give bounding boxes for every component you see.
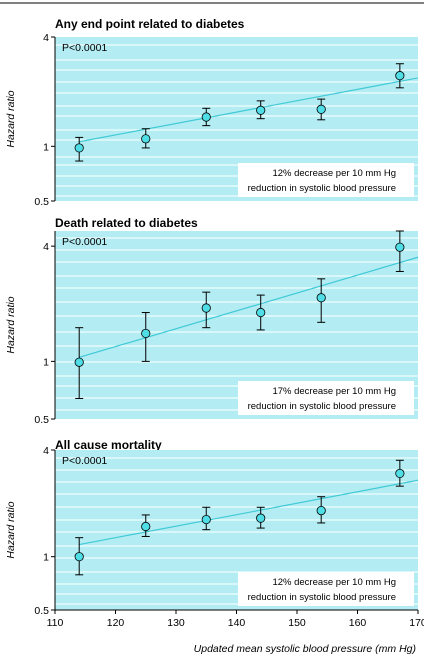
- point-marker: [395, 242, 405, 252]
- point-marker: [201, 112, 211, 122]
- data-point: [256, 294, 266, 331]
- chart-panel-1: Any end point related to diabetes 4 1 0.5 Ha…: [5, 17, 419, 208]
- y-axis-label: Hazard ratio: [5, 90, 17, 147]
- p-value: P<0.0001: [62, 236, 107, 248]
- x-axis-label: Updated mean systolic blood pressure (mm…: [194, 643, 416, 655]
- point-marker: [256, 513, 266, 523]
- point-marker: [395, 71, 405, 81]
- point-marker: [256, 105, 266, 115]
- annotation-line-2: reduction in systolic blood pressure: [248, 183, 396, 194]
- y-tick-label: 4: [43, 241, 49, 253]
- annotation-box: [238, 572, 414, 606]
- point-marker: [141, 328, 151, 339]
- data-point: [395, 63, 405, 89]
- chart-panel-2: Death related to diabetes 4 1 0.5 Hazard rat…: [5, 216, 419, 426]
- data-point: [395, 230, 405, 272]
- point-marker: [201, 303, 211, 313]
- y-tick-label: 0.5: [34, 196, 49, 208]
- x-tick-label: 130: [167, 617, 185, 629]
- data-point: [201, 506, 211, 531]
- y-axis-label: Hazard ratio: [5, 296, 17, 353]
- data-point: [316, 278, 326, 323]
- data-point: [141, 128, 151, 149]
- y-tick-label: 0.5: [34, 414, 49, 426]
- data-point: [316, 496, 326, 524]
- point-marker: [201, 514, 211, 525]
- trend-line: [79, 77, 419, 143]
- data-point: [74, 136, 84, 162]
- point-marker: [74, 143, 84, 153]
- point-marker: [74, 552, 84, 562]
- x-axis: 110 120 130 140 150 160 170: [47, 609, 424, 629]
- panel-title: All cause mortality: [55, 438, 162, 452]
- annotation-box: [238, 163, 414, 197]
- point-marker: [256, 307, 266, 318]
- annotation-line-1: 12% decrease per 10 mm Hg: [272, 577, 396, 588]
- y-tick-label: 0.5: [34, 605, 49, 617]
- x-tick-label: 140: [228, 617, 246, 629]
- annotation-line-1: 12% decrease per 10 mm Hg: [272, 168, 396, 179]
- point-marker: [316, 505, 326, 516]
- trend-line: [79, 256, 419, 358]
- trend-line: [79, 479, 419, 546]
- y-axis-label: Hazard ratio: [5, 501, 17, 558]
- y-tick-label: 1: [43, 141, 49, 153]
- x-tick-label: 110: [47, 617, 64, 629]
- panel-title: Death related to diabetes: [55, 216, 198, 230]
- data-point: [74, 327, 84, 399]
- data-point: [201, 107, 211, 127]
- data-point: [141, 312, 151, 362]
- x-tick-label: 150: [288, 617, 306, 629]
- chart-panel-3: All cause mortality 4 1 0.5 Hazard ratio P<0.…: [5, 438, 419, 617]
- x-tick-label: 170: [409, 617, 424, 629]
- point-marker: [74, 357, 84, 367]
- y-tick-label: 4: [43, 445, 49, 457]
- annotation-line-2: reduction in systolic blood pressure: [248, 592, 396, 603]
- y-tick-label: 1: [43, 356, 49, 368]
- data-point: [256, 100, 266, 120]
- data-point: [201, 291, 211, 329]
- point-marker: [316, 104, 326, 114]
- annotation-line-1: 17% decrease per 10 mm Hg: [272, 386, 396, 397]
- data-point: [256, 506, 266, 529]
- y-tick-label: 1: [43, 552, 49, 564]
- data-point: [141, 514, 151, 537]
- y-tick-label: 4: [43, 32, 49, 44]
- panel-title: Any end point related to diabetes: [55, 17, 245, 31]
- x-tick-label: 160: [349, 617, 367, 629]
- p-value: P<0.0001: [62, 42, 107, 54]
- data-point: [74, 537, 84, 576]
- point-marker: [316, 293, 326, 303]
- data-point: [316, 98, 326, 121]
- annotation-box: [238, 381, 414, 415]
- data-point: [395, 459, 405, 487]
- p-value: P<0.0001: [62, 455, 107, 467]
- point-marker: [141, 521, 151, 532]
- panels-group: Any end point related to diabetes 4 1 0.5 Ha…: [5, 17, 419, 617]
- annotation-line-2: reduction in systolic blood pressure: [248, 401, 396, 412]
- x-tick-label: 120: [107, 617, 125, 629]
- point-marker: [141, 134, 151, 144]
- point-marker: [395, 468, 405, 479]
